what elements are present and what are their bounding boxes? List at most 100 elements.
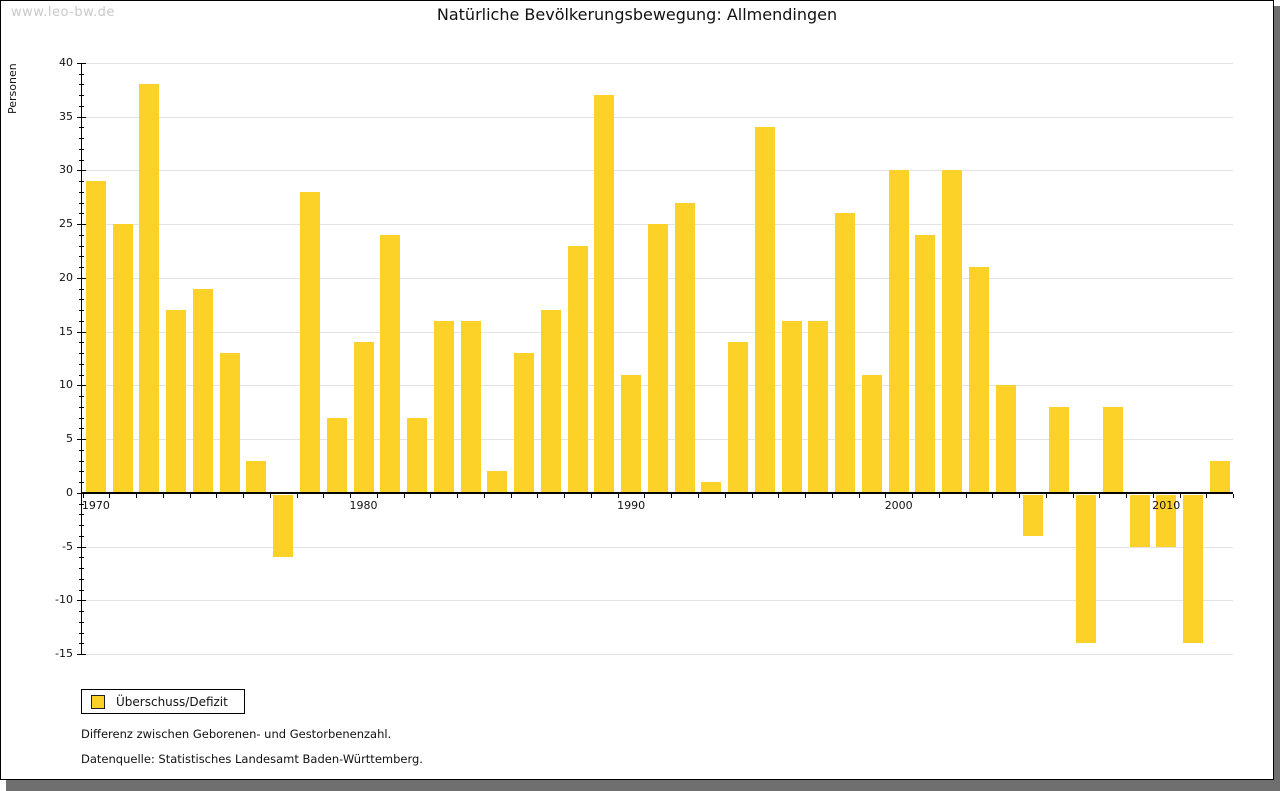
x-tick-2: [136, 493, 138, 498]
bar-2010: [1156, 494, 1177, 547]
bar-2011: [1183, 494, 1204, 644]
bar-1999: [861, 374, 882, 493]
legend-label: Überschuss/Defizit: [116, 694, 228, 709]
y-tick-2: [79, 471, 84, 473]
bar-1979: [326, 417, 347, 493]
bar-2008: [1102, 406, 1123, 493]
y-tick--2: [79, 514, 84, 516]
footnote-definition: Differenz zwischen Geborenen- und Gestor…: [81, 727, 392, 741]
y-tick-20: [77, 277, 86, 279]
bar-2006: [1049, 406, 1070, 493]
bar-1982: [407, 417, 428, 493]
x-tick-label-2010: 2010: [1152, 498, 1181, 512]
x-tick-29: [858, 493, 860, 498]
x-tick-18: [564, 493, 566, 498]
bar-2012: [1209, 460, 1230, 493]
y-tick-label-0: 0: [66, 485, 73, 499]
bar-1998: [835, 213, 856, 493]
y-tick-16: [79, 320, 84, 322]
y-tick-label-25: 25: [59, 217, 73, 231]
y-axis-title: Personen: [6, 63, 19, 114]
bar-1974: [192, 288, 213, 493]
y-tick-35: [77, 116, 86, 118]
bar-1996: [781, 320, 802, 493]
x-tick-13: [430, 493, 432, 498]
x-tick-23: [698, 493, 699, 498]
y-tick-label-35: 35: [59, 109, 73, 123]
x-tick-15: [483, 493, 485, 498]
y-tick-15: [77, 331, 86, 333]
x-tick-37: [1072, 493, 1074, 498]
x-tick-7: [269, 493, 271, 498]
y-tick-39: [79, 73, 84, 75]
bar-1993: [701, 482, 722, 493]
frame-shadow-bottom: [6, 780, 1280, 791]
y-tick-8: [79, 406, 84, 408]
gridline-35: [81, 116, 1233, 118]
bar-2009: [1129, 494, 1150, 547]
x-tick-11: [376, 493, 378, 498]
y-tick--6: [79, 557, 84, 559]
bar-2004: [995, 385, 1016, 493]
footnote-source: Datenquelle: Statistisches Landesamt Bad…: [81, 752, 423, 766]
y-tick--12: [79, 621, 84, 623]
gridline--15: [81, 654, 1233, 655]
x-tick-14: [457, 493, 459, 498]
x-tick-26: [778, 493, 780, 498]
y-tick-21: [79, 267, 84, 269]
y-tick--5: [77, 546, 86, 548]
bar-1990: [621, 374, 642, 493]
y-tick-28: [79, 191, 84, 193]
x-tick-22: [671, 493, 673, 498]
bar-1970: [85, 181, 106, 493]
x-tick-5: [216, 493, 218, 498]
x-tick-17: [537, 493, 539, 498]
legend: Überschuss/Defizit: [81, 689, 245, 714]
y-tick-22: [79, 256, 84, 258]
y-tick-13: [79, 353, 84, 355]
bar-1989: [594, 95, 615, 493]
y-tick-label-10: 10: [59, 378, 73, 392]
y-tick-24: [79, 234, 84, 236]
bar-2003: [968, 267, 989, 493]
bar-1981: [380, 234, 401, 493]
x-tick-33: [965, 493, 967, 498]
gridline--10: [81, 600, 1233, 602]
chart-title: Natürliche Bevölkerungsbewegung: Allmend…: [436, 5, 838, 24]
y-tick--8: [79, 578, 84, 580]
y-tick--9: [79, 589, 84, 591]
y-tick-19: [79, 288, 84, 290]
gridline--5: [81, 546, 1233, 548]
x-tick-12: [403, 493, 405, 498]
y-tick-30: [77, 170, 86, 172]
x-tick-30: [885, 493, 887, 498]
y-tick-label--5: -5: [62, 539, 73, 553]
y-tick-37: [79, 95, 84, 97]
bar-1971: [112, 224, 133, 493]
bar-1975: [219, 353, 240, 493]
bar-1984: [460, 320, 481, 493]
y-tick-18: [79, 299, 84, 301]
y-axis-line: [81, 63, 82, 654]
bar-1978: [299, 191, 320, 493]
x-tick-6: [243, 493, 245, 498]
y-tick--4: [79, 535, 84, 537]
x-tick-3: [162, 493, 164, 498]
y-tick-label-5: 5: [66, 432, 73, 446]
y-tick-1: [79, 482, 84, 484]
y-tick-26: [79, 213, 84, 215]
y-tick-31: [79, 159, 84, 161]
y-tick-11: [79, 374, 84, 376]
x-tick-9: [323, 493, 325, 498]
y-tick-label-15: 15: [59, 324, 73, 338]
bar-1973: [166, 310, 187, 493]
y-tick-4: [79, 449, 84, 451]
bar-2005: [1022, 494, 1043, 536]
x-tick-21: [644, 493, 646, 498]
y-tick-label-20: 20: [59, 270, 73, 284]
x-tick-8: [296, 493, 298, 498]
x-tick-31: [912, 493, 914, 498]
x-tick-35: [1019, 493, 1021, 498]
x-tick-label-2000: 2000: [884, 498, 913, 512]
